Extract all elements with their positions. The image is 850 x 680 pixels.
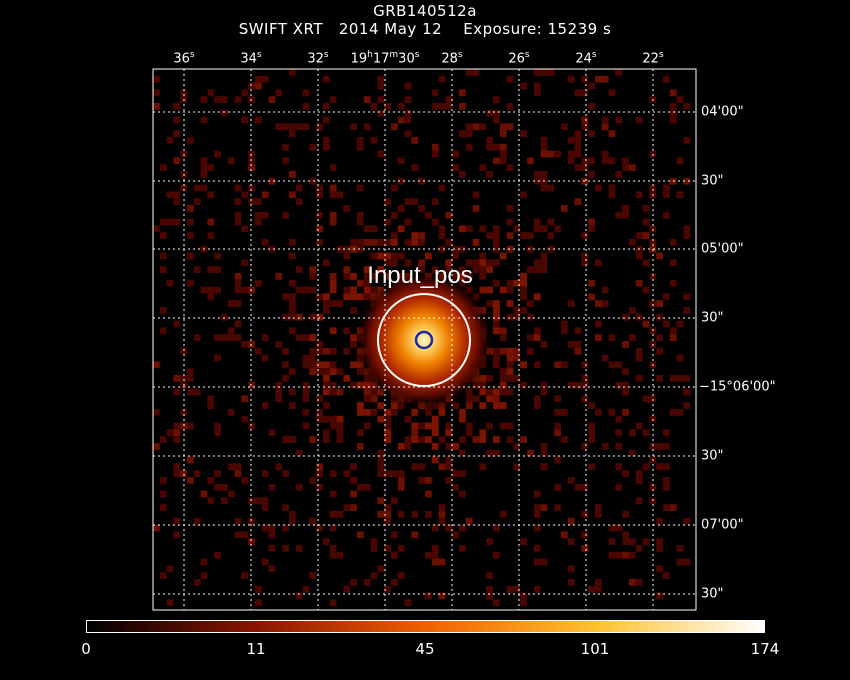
colorbar-label: 45 — [415, 640, 435, 658]
dec-tick-label: 30" — [701, 448, 724, 464]
dec-tick-label: 07'00" — [701, 517, 744, 533]
ra-tick-label: 26s — [508, 50, 530, 67]
ra-tick-label: 34s — [240, 50, 262, 67]
colorbar — [86, 620, 765, 633]
colorbar-label: 101 — [580, 640, 610, 658]
source-glow — [354, 270, 494, 410]
dec-tick-label: 05'00" — [701, 241, 744, 257]
dec-tick-label: −15°06'00" — [699, 379, 776, 395]
source-label: Input_pos — [367, 262, 472, 289]
colorbar-label: 11 — [246, 640, 266, 658]
dec-tick-label: 04'00" — [701, 104, 744, 120]
ra-tick-label: 19h17m30s — [350, 50, 420, 67]
source-region-circle — [377, 293, 471, 387]
position-marker — [414, 330, 434, 350]
colorbar-label: 174 — [750, 640, 780, 658]
dec-tick-label: 30" — [701, 173, 724, 189]
count-pixels — [153, 69, 691, 607]
plot-frame — [152, 68, 697, 611]
coordinate-grid — [153, 69, 696, 610]
image-subtitle: SWIFT XRT 2014 May 12 Exposure: 15239 s — [238, 20, 612, 38]
dec-tick-label: 30" — [701, 586, 724, 602]
image-title: GRB140512a — [373, 2, 477, 20]
dec-tick-label: 30" — [701, 310, 724, 326]
colorbar-gradient — [86, 620, 765, 633]
ra-tick-label: 22s — [642, 50, 664, 67]
colorbar-label: 0 — [81, 640, 91, 658]
ra-tick-label: 24s — [575, 50, 597, 67]
ra-tick-label: 32s — [307, 50, 329, 67]
ra-tick-label: 28s — [441, 50, 463, 67]
ra-tick-label: 36s — [173, 50, 195, 67]
